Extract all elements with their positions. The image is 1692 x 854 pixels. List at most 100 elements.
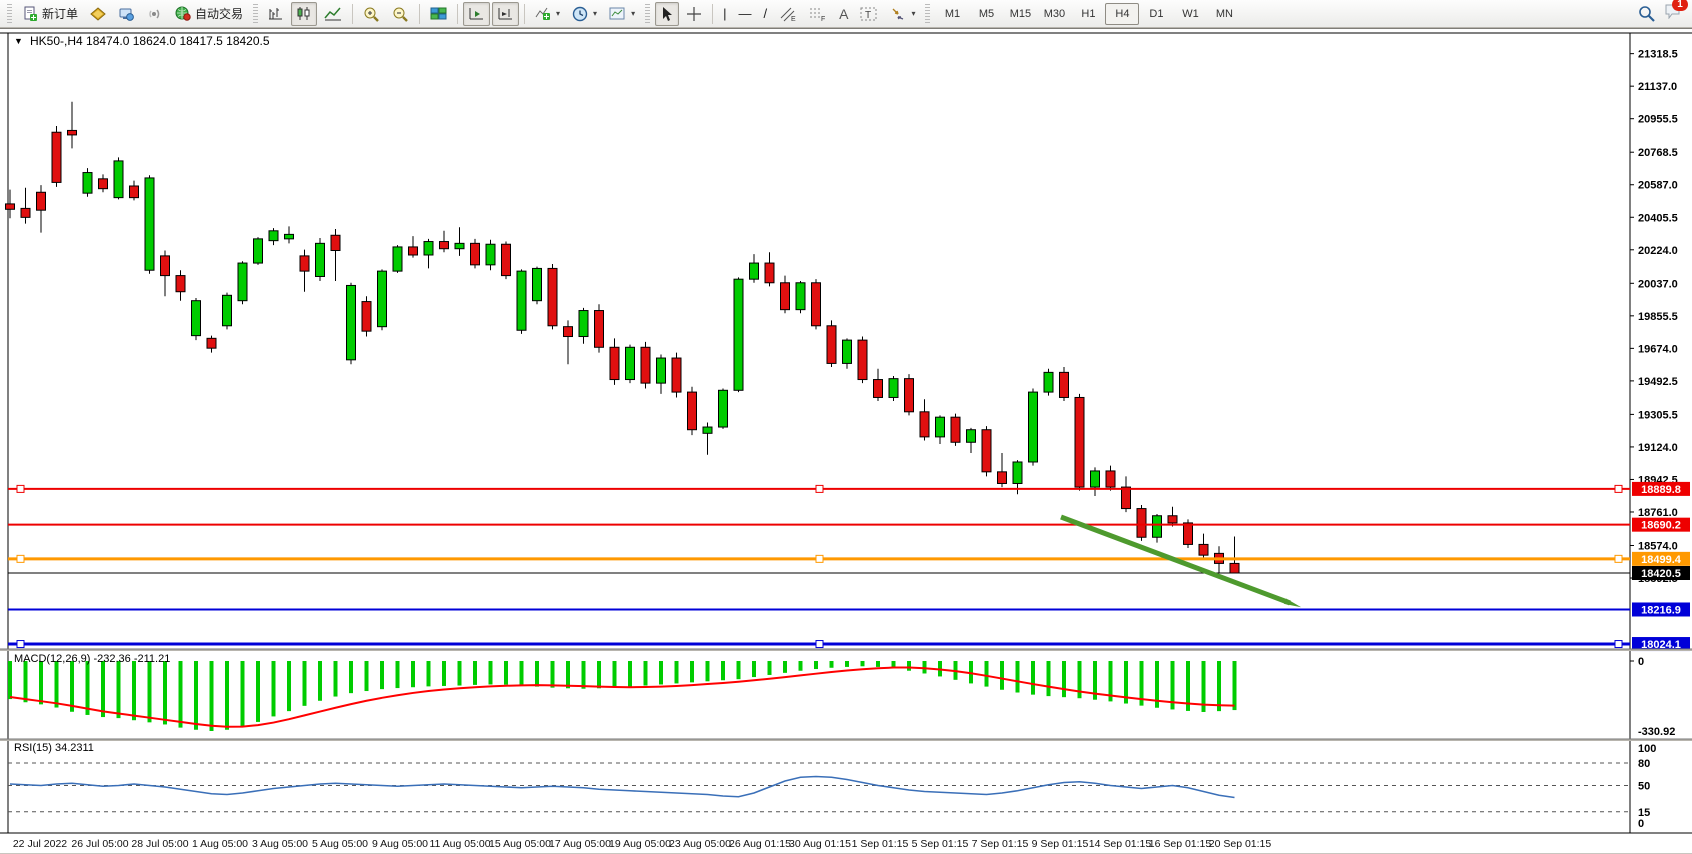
timeframe-button-m1[interactable]: M1 [944,7,961,20]
candle [268,230,279,242]
periods-button[interactable]: ▾ [567,2,602,26]
macd-axis-min: -330.92 [1638,726,1675,738]
timeframe-button-d1[interactable]: D1 [1149,7,1164,20]
timeframe-button-m15[interactable]: M15 [1009,7,1032,20]
cursor-button[interactable] [655,1,680,26]
cloud-pc-icon [119,8,134,21]
timeframe-button-w1[interactable]: W1 [1182,7,1199,20]
candle [1121,486,1131,510]
line-handle[interactable] [1614,484,1623,493]
toolbar-grip[interactable] [253,3,259,24]
candle [656,357,666,384]
timeframe-button-h1[interactable]: H1 [1081,7,1096,20]
text-label-button[interactable]: T [855,2,883,26]
candle [392,246,403,272]
candle [919,411,930,438]
text-button[interactable]: A [834,2,853,26]
zoom-out-button[interactable] [387,2,414,26]
candle [702,426,713,434]
rsi-axis-label: 50 [1638,781,1650,793]
candlestick-chart-button[interactable] [291,1,318,26]
timeframe-button-m30[interactable]: M30 [1043,7,1066,20]
search-icon[interactable] [1638,5,1656,23]
time-axis-label: 28 Jul 05:00 [131,838,188,850]
price-tick-label: 19855.5 [1638,311,1678,323]
line-handle[interactable] [16,484,25,493]
vertical-line-button[interactable]: | [718,2,731,26]
candle [51,131,62,183]
toolbar-grip[interactable] [645,3,651,24]
line-handle[interactable] [1614,640,1623,649]
notifications-button[interactable]: 1 [1664,0,1688,24]
price-line-badge [1632,637,1690,652]
chart-canvas[interactable]: ▼ HK50-,H4 18474.0 18624.0 18417.5 18420.… [0,29,1692,854]
chart-shift-button[interactable] [492,1,520,26]
chart-window[interactable]: ▼ HK50-,H4 18474.0 18624.0 18417.5 18420.… [0,28,1692,854]
periods-clock-icon [572,6,588,21]
crosshair-icon [687,6,702,21]
indicators-button[interactable]: ▾ [530,2,565,26]
macd-signal-line [9,666,1235,728]
tile-windows-icon [430,7,447,20]
candle [222,294,232,327]
indicators-add-icon [535,7,551,20]
equidistant-channel-button[interactable]: E [774,2,802,26]
price-tick-label: 21318.5 [1638,49,1678,61]
toolbar-grip[interactable] [7,3,12,24]
price-tick-label: 20587.0 [1638,180,1678,192]
time-axis-label: 1 Aug 05:00 [192,838,248,850]
time-axis-label: 7 Sep 01:15 [972,838,1029,850]
chart-profile-button[interactable] [85,2,111,26]
auto-trading-label: 自动交易 [195,7,244,21]
strategy-button[interactable] [142,2,168,26]
zoom-in-button[interactable] [358,2,385,26]
bar-chart-button[interactable] [263,2,289,26]
candle [160,255,170,277]
macd-pane-splitter[interactable] [0,649,1692,651]
candle [640,346,651,384]
candle [206,337,217,349]
vertical-line-icon: | [723,6,727,21]
line-handle[interactable] [16,640,25,649]
time-axis-label: 9 Sep 01:15 [1032,838,1089,850]
time-axis-label: 9 Aug 05:00 [372,838,428,850]
timeframe-button-mn[interactable]: MN [1215,7,1233,20]
candle [346,284,356,361]
line-handle[interactable] [815,554,824,563]
line-handle[interactable] [815,484,824,493]
templates-button[interactable]: ▾ [604,2,640,26]
candle [981,429,992,473]
candle [563,326,573,338]
toolbar-grip[interactable] [925,3,931,24]
line-handle[interactable] [16,554,25,563]
price-line-badge-label: 18420.5 [1641,568,1681,580]
auto-scroll-button[interactable] [463,1,491,26]
horizontal-line-button[interactable]: — [733,2,756,26]
new-order-button[interactable]: 新订单 [17,2,83,26]
trend-arrow[interactable] [1060,514,1291,606]
line-handle[interactable] [815,640,824,649]
candle [5,203,15,210]
rsi-pane-splitter[interactable] [0,739,1692,741]
price-line-badge-label: 18690.2 [1641,520,1681,532]
timeframe-button-m5[interactable]: M5 [978,7,995,20]
tile-windows-button[interactable] [425,2,452,26]
dropdown-arrow-icon: ▾ [631,9,636,18]
candle [594,310,604,348]
zoom-out-icon [393,7,408,22]
candle [966,429,976,443]
fibonacci-button[interactable]: F [804,2,832,26]
crosshair-button[interactable] [681,2,707,26]
auto-trading-button[interactable]: 自动交易 [170,2,248,26]
candle [1028,391,1038,463]
market-watch-button[interactable] [113,2,140,26]
time-axis-label: 15 Aug 05:00 [489,838,551,850]
candle [423,241,434,256]
trendline-button[interactable]: / [758,2,772,26]
arrows-button[interactable]: ▾ [885,2,920,26]
line-chart-button[interactable] [319,2,347,26]
candle [857,339,868,381]
line-handle[interactable] [1614,554,1623,563]
dropdown-arrow-icon: ▾ [593,9,598,18]
timeframe-button-h4[interactable]: H4 [1105,2,1140,25]
